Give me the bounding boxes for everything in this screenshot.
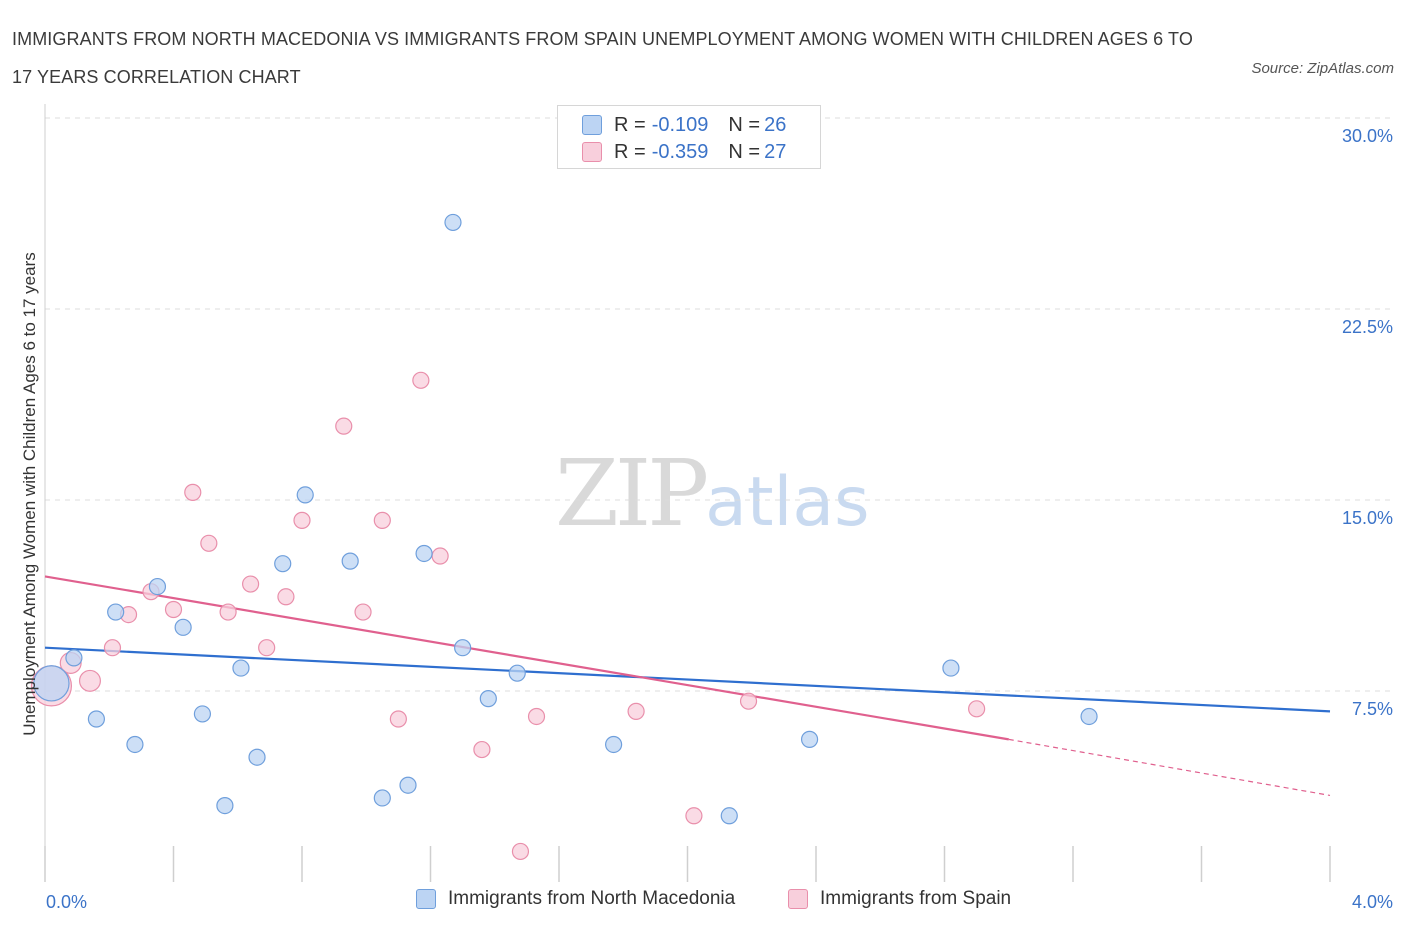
legend-item-macedonia: Immigrants from North Macedonia	[416, 888, 735, 910]
chart-title: IMMIGRANTS FROM NORTH MACEDONIA VS IMMIG…	[12, 29, 1193, 87]
point-spain	[164, 600, 183, 619]
point-macedonia	[373, 789, 391, 807]
point-macedonia	[193, 705, 212, 723]
point-spain	[335, 417, 353, 435]
point-macedonia	[720, 807, 738, 825]
y-tick-label: 22.5%	[1342, 317, 1393, 337]
point-macedonia	[508, 664, 526, 682]
point-macedonia	[174, 618, 192, 636]
point-spain	[277, 588, 295, 606]
x-tick-label: 0.0%	[46, 892, 87, 912]
point-macedonia	[148, 577, 167, 596]
point-spain	[627, 702, 645, 720]
point-macedonia	[107, 603, 125, 621]
point-spain	[373, 511, 391, 529]
point-spain	[354, 603, 372, 621]
point-spain	[968, 700, 986, 718]
legend-n-label: N =	[728, 140, 761, 163]
legend-swatch-blue	[416, 889, 436, 909]
point-spain	[103, 639, 122, 657]
x-tick-label: 4.0%	[1352, 892, 1393, 912]
trend-line-macedonia	[44, 646, 1331, 713]
trend-line-spain-extension	[1008, 738, 1331, 797]
legend-r-value: -0.359	[651, 140, 709, 163]
legend-label-spain: Immigrants from Spain	[820, 888, 1012, 909]
point-spain	[258, 639, 276, 657]
source-label: Source: ZipAtlas.com	[1251, 60, 1394, 77]
point-macedonia	[399, 776, 417, 794]
grid-lines	[45, 117, 1395, 692]
watermark-atlas: atlas	[705, 463, 870, 542]
legend-row-spain: R = -0.359 N = 27	[582, 140, 786, 164]
point-macedonia	[33, 665, 70, 702]
point-macedonia	[479, 690, 497, 708]
point-spain	[473, 740, 491, 759]
legend-row-macedonia: R = -0.109 N = 26	[582, 113, 786, 137]
point-spain	[389, 710, 407, 728]
point-spain	[739, 692, 758, 710]
point-macedonia	[216, 796, 234, 815]
point-spain	[412, 371, 430, 389]
point-macedonia	[248, 748, 266, 766]
point-spain	[431, 547, 449, 565]
legend-swatch-pink	[788, 889, 808, 909]
series-legend: Immigrants from North Macedonia Immigran…	[0, 888, 1406, 916]
legend-r-label: R =	[614, 140, 646, 163]
point-macedonia	[444, 213, 462, 232]
point-macedonia	[126, 735, 144, 754]
point-spain	[200, 534, 218, 552]
watermark-zip: ZIP	[555, 440, 709, 547]
point-spain	[293, 511, 311, 529]
point-spain	[511, 842, 530, 861]
point-macedonia	[65, 649, 83, 667]
legend-swatch-blue	[582, 115, 602, 135]
y-tick-label: 30.0%	[1342, 126, 1393, 146]
point-macedonia	[1080, 707, 1098, 726]
correlation-legend: R = -0.109 N = 26 R = -0.359 N = 27	[557, 105, 821, 169]
legend-swatch-pink	[582, 142, 602, 162]
trend-line-spain	[44, 575, 1009, 741]
point-macedonia	[341, 552, 359, 570]
point-macedonia	[605, 735, 623, 754]
point-spain	[78, 669, 101, 692]
legend-n-label: N =	[728, 113, 761, 136]
data-points	[30, 213, 1098, 861]
point-spain	[685, 807, 703, 825]
y-tick-label: 7.5%	[1352, 699, 1393, 719]
legend-r-value: -0.109	[651, 113, 709, 136]
point-macedonia	[87, 710, 106, 728]
point-macedonia	[296, 486, 314, 504]
point-spain	[527, 707, 546, 726]
point-spain	[184, 483, 202, 501]
point-spain	[242, 575, 260, 593]
legend-item-spain: Immigrants from Spain	[788, 888, 1011, 910]
point-macedonia	[415, 544, 433, 563]
axes	[44, 104, 1331, 882]
y-axis-label: Unemployment Among Women with Children A…	[20, 252, 39, 736]
legend-n-value: 27	[764, 140, 787, 163]
watermark: ZIPatlas	[555, 440, 870, 547]
point-macedonia	[232, 659, 250, 677]
point-macedonia	[454, 639, 472, 657]
legend-r-label: R =	[614, 113, 646, 136]
trend-lines	[44, 575, 1331, 797]
legend-label-macedonia: Immigrants from North Macedonia	[448, 888, 736, 909]
tick-labels: 7.5% 15.0% 22.5% 30.0% 0.0% 4.0%	[46, 126, 1393, 912]
point-macedonia	[942, 659, 960, 677]
point-macedonia	[800, 730, 819, 748]
y-tick-label: 15.0%	[1342, 508, 1393, 528]
point-macedonia	[274, 555, 292, 573]
point-spain	[219, 603, 237, 621]
legend-n-value: 26	[764, 113, 787, 136]
